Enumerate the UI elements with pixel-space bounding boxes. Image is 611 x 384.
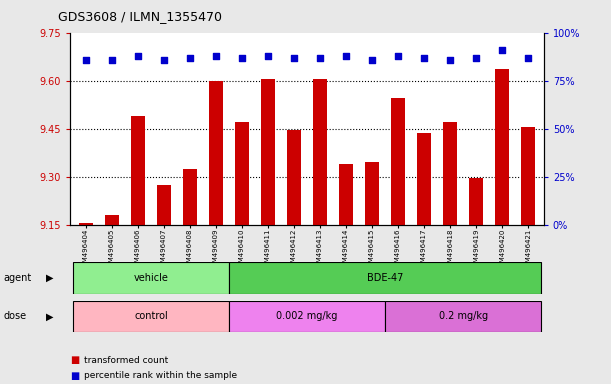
Text: 0.002 mg/kg: 0.002 mg/kg [276,311,338,321]
Text: GDS3608 / ILMN_1355470: GDS3608 / ILMN_1355470 [58,10,222,23]
Point [289,55,299,61]
Point [523,55,533,61]
Bar [365,162,379,225]
Text: ▶: ▶ [46,311,54,321]
Bar [521,127,535,225]
Text: BDE-47: BDE-47 [367,273,403,283]
Bar [131,116,145,225]
Bar [229,262,541,294]
Bar [417,133,431,225]
Text: dose: dose [3,311,26,321]
Bar [443,122,457,225]
Text: percentile rank within the sample: percentile rank within the sample [84,371,238,380]
Point [133,53,143,59]
Point [471,55,481,61]
Text: ■: ■ [70,371,79,381]
Point [393,53,403,59]
Bar [229,301,385,332]
Text: vehicle: vehicle [133,273,169,283]
Point [263,53,273,59]
Bar [157,185,171,225]
Bar [391,98,405,225]
Point [81,56,91,63]
Point [159,56,169,63]
Bar [79,223,93,225]
Text: agent: agent [3,273,31,283]
Text: control: control [134,311,168,321]
Bar [469,178,483,225]
Bar [313,79,327,225]
Bar [235,122,249,225]
Point [211,53,221,59]
Bar [385,301,541,332]
Bar [495,70,510,225]
Text: transformed count: transformed count [84,356,169,365]
Point [107,56,117,63]
Point [497,47,507,53]
Bar [73,262,229,294]
Point [367,56,377,63]
Text: ▶: ▶ [46,273,54,283]
Bar [339,164,353,225]
Bar [261,79,275,225]
Bar [209,81,223,225]
Text: 0.2 mg/kg: 0.2 mg/kg [439,311,488,321]
Point [419,55,429,61]
Point [341,53,351,59]
Bar [104,215,119,225]
Point [185,55,195,61]
Text: ■: ■ [70,355,79,365]
Bar [287,130,301,225]
Point [445,56,455,63]
Bar [73,301,229,332]
Point [237,55,247,61]
Bar [183,169,197,225]
Point [315,55,325,61]
